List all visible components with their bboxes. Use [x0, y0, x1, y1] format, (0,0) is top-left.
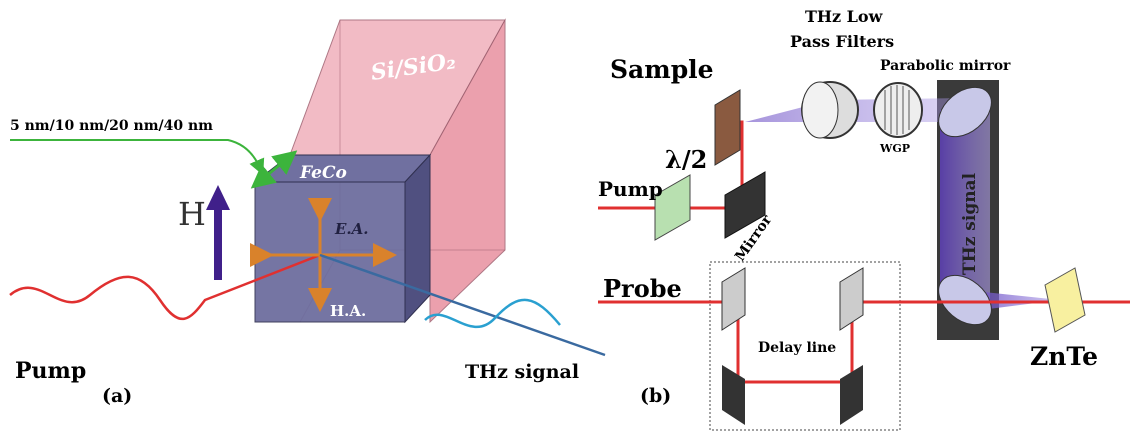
film-label: FeCo: [299, 163, 347, 183]
waveplate-label: λ/2: [665, 145, 707, 174]
signal-label: THz signal: [465, 361, 579, 383]
thickness-arrow: [250, 150, 298, 189]
pump-label: Pump: [15, 358, 86, 384]
field-arrowhead: [206, 185, 230, 210]
filter-lens-front: [801, 81, 839, 139]
delay-label: Delay line: [758, 340, 836, 356]
panel-label: (b): [640, 385, 671, 407]
delay-mirror: [840, 365, 863, 425]
thz-wave: [424, 298, 561, 329]
crystal-label: ZnTe: [1030, 342, 1098, 371]
substrate: [289, 18, 506, 324]
thz-beam: [319, 253, 606, 357]
easy-axis-label: E.A.: [334, 220, 369, 238]
filters-label: Pass Filters: [790, 32, 894, 51]
pump-label: Pump: [598, 177, 663, 201]
mirror: [724, 171, 766, 239]
thickness-pointer: [10, 139, 265, 176]
probe-label: Probe: [603, 274, 682, 303]
parabolic-mirror-top: [938, 86, 992, 138]
hard-axis-label: H.A.: [330, 302, 366, 320]
delay-mirror: [839, 267, 864, 331]
probe-beam: [598, 300, 1130, 384]
signal-label: THz signal: [960, 172, 980, 275]
sample-label: Sample: [610, 55, 714, 84]
delay-box: [709, 261, 901, 431]
wgp-grid: [884, 85, 910, 135]
delay-mirror: [721, 267, 746, 331]
delay-mirror: [722, 365, 745, 425]
thickness-label: 5 nm/10 nm/20 nm/40 nm: [10, 118, 213, 134]
pump-beam: [9, 253, 321, 321]
panel-label: (a): [102, 385, 132, 407]
sample: [714, 89, 741, 166]
parabolic-label: Parabolic mirror: [880, 58, 1011, 74]
parabolic-mirror-bottom: [938, 274, 992, 326]
wgp: [873, 82, 923, 138]
filters-label: THz Low: [805, 7, 884, 26]
waveplate: [654, 174, 691, 241]
thz-beam-vertical: [940, 110, 990, 300]
znte-crystal: [1044, 267, 1086, 333]
field-label: H: [178, 195, 206, 233]
wgp-label: WGP: [879, 142, 910, 155]
